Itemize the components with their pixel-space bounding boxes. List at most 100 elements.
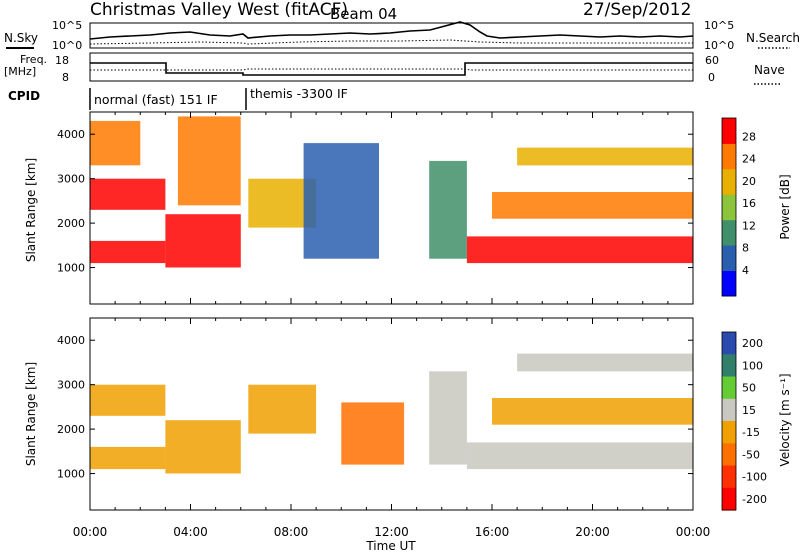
power-colorbar-ticks: 4 8 12 16 20 24 28 <box>742 130 756 276</box>
velocity-band-3 <box>165 420 241 474</box>
velocity-band-8 <box>492 398 693 425</box>
velocity-band-5 <box>341 402 405 465</box>
power-colorbar-tick-label: 20 <box>742 175 756 188</box>
power-bands <box>90 116 693 268</box>
frequency-panel-frame <box>89 52 694 82</box>
date-label: 27/Sep/2012 <box>583 0 691 20</box>
velocity-colorbar-label: Velocity [m s⁻¹] <box>778 373 792 466</box>
cpid-mode-1: normal (fast) 151 IF <box>94 92 218 107</box>
velocity-band-9 <box>517 353 693 372</box>
velocity-panel: Slant Range [km] 1000 2000 3000 4000 <box>24 317 694 511</box>
power-band-5 <box>177 116 241 206</box>
nave-tick-bottom: 0 <box>708 71 715 84</box>
power-band-4 <box>165 214 241 268</box>
velocity-band-1 <box>90 446 166 470</box>
noise-right-tick-bottom: 10^0 <box>704 39 734 52</box>
power-colorbar-tick-label: 4 <box>742 264 749 277</box>
power-colorbar-swatch <box>722 118 736 144</box>
noise-right-tick-top: 10^5 <box>704 19 734 32</box>
velocity-band-7 <box>466 442 693 470</box>
velocity-colorbar-swatch <box>722 421 736 444</box>
noise-sky-trace <box>89 21 694 40</box>
x-tick-label: 08:00 <box>274 525 309 539</box>
power-colorbar-tick-label: 28 <box>742 130 756 143</box>
velocity-colorbar-tick-label: 200 <box>742 337 763 350</box>
power-y-tick-label: 1000 <box>57 262 85 275</box>
noise-search-trace <box>89 39 693 45</box>
power-band-8 <box>429 160 467 259</box>
velocity-colorbar-tick-label: -50 <box>742 448 760 461</box>
velocity-y-ticks: 1000 2000 3000 4000 <box>57 334 693 481</box>
x-tick-label: 00:00 <box>676 525 711 539</box>
velocity-y-axis-label: Slant Range [km] <box>24 362 38 466</box>
power-y-ticks: 1000 2000 3000 4000 <box>57 128 693 275</box>
power-band-11 <box>517 147 693 166</box>
velocity-colorbar-swatch <box>722 332 736 355</box>
velocity-colorbar-ticks: 200 100 50 15 -15 -50 -100 -200 <box>742 337 767 506</box>
power-panel: Slant Range [km] 1000 2000 3000 4000 <box>24 111 694 305</box>
velocity-y-tick-label: 3000 <box>57 379 85 392</box>
velocity-colorbar-swatch <box>722 465 736 489</box>
frequency-tick-bottom: 8 <box>62 71 69 84</box>
velocity-colorbar-swatch <box>722 398 736 422</box>
power-colorbar-frame <box>721 117 737 297</box>
x-tick-label: 16:00 <box>475 525 510 539</box>
velocity-colorbar-swatch <box>722 487 736 511</box>
velocity-colorbar-swatch <box>722 376 736 400</box>
power-colorbar-tick-label: 12 <box>742 219 756 232</box>
frequency-panel: Freq. [MHz] 18 8 60 0 Nave <box>4 52 785 85</box>
velocity-band-2 <box>90 384 166 416</box>
nave-label: Nave <box>754 63 785 77</box>
power-colorbar-label: Power [dB] <box>778 174 792 239</box>
frequency-trace <box>90 62 693 76</box>
x-tick-label: 12:00 <box>374 525 409 539</box>
velocity-colorbar-tick-label: -15 <box>742 426 760 439</box>
nave-trace <box>90 68 693 71</box>
power-colorbar-swatch <box>722 143 736 170</box>
power-colorbar-swatch <box>722 219 736 246</box>
power-colorbar-swatch <box>722 270 736 297</box>
cpid-mode-2: themis -3300 IF <box>250 86 348 101</box>
x-axis-label: Time UT <box>365 539 416 553</box>
power-band-3 <box>90 120 141 166</box>
noise-panel: N.Sky 10^5 10^0 10^5 10^0 N.Search <box>4 19 800 52</box>
beam-label: Beam 04 <box>330 5 397 23</box>
velocity-colorbar-tick-label: 100 <box>742 359 763 372</box>
velocity-band-4 <box>248 384 317 434</box>
velocity-colorbar-swatch <box>722 443 736 467</box>
velocity-colorbar-tick-label: 15 <box>742 404 756 417</box>
velocity-colorbar-tick-label: 50 <box>742 382 756 395</box>
velocity-colorbar-swatch <box>722 354 736 378</box>
power-colorbar-tick-label: 24 <box>742 153 756 166</box>
power-y-tick-label: 2000 <box>57 217 85 230</box>
velocity-colorbar-tick-label: -100 <box>742 471 767 484</box>
power-colorbar-swatch <box>722 194 736 221</box>
velocity-y-tick-label: 4000 <box>57 334 85 347</box>
power-colorbar: 4 8 12 16 20 24 28 Power [dB] <box>721 117 792 297</box>
frequency-tick-top: 18 <box>55 54 69 67</box>
cpid-label: CPID <box>8 89 40 103</box>
power-band-2 <box>90 178 166 210</box>
velocity-colorbar-swatches <box>722 332 736 511</box>
power-colorbar-swatch <box>722 245 736 271</box>
noise-left-tick-bottom: 10^0 <box>52 39 82 52</box>
cpid-row: CPID normal (fast) 151 IF themis -3300 I… <box>8 86 348 110</box>
power-colorbar-swatch <box>722 168 736 195</box>
power-x-ticks <box>89 112 694 304</box>
power-band-10 <box>492 192 693 219</box>
x-tick-label: 00:00 <box>73 525 108 539</box>
power-y-tick-label: 3000 <box>57 173 85 186</box>
velocity-band-6 <box>429 371 467 465</box>
power-colorbar-tick-label: 16 <box>742 197 756 210</box>
power-band-9 <box>466 236 693 264</box>
x-tick-label: 04:00 <box>173 525 208 539</box>
x-tick-labels: 00:00 04:00 08:00 12:00 16:00 20:00 00:00 <box>73 525 711 539</box>
velocity-colorbar-tick-label: -200 <box>742 493 767 506</box>
velocity-x-ticks <box>89 318 694 510</box>
frequency-label-1: Freq. <box>20 53 47 66</box>
nave-tick-top: 60 <box>705 54 719 67</box>
noise-left-tick-top: 10^5 <box>52 19 82 32</box>
noise-sky-label: N.Sky <box>4 31 38 45</box>
power-band-7 <box>303 143 379 259</box>
station-title: Christmas Valley West (fitACF) <box>90 0 348 20</box>
